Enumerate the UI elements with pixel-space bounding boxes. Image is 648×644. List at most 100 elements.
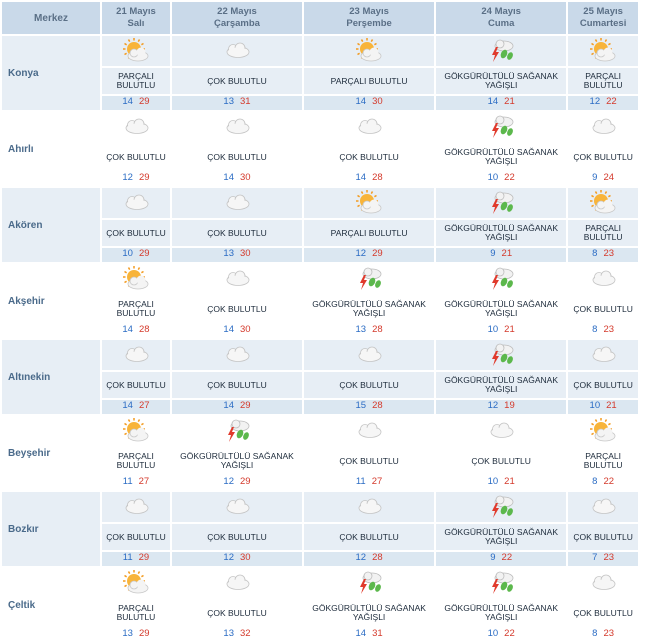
temperature-range: 14 31 [304, 628, 435, 642]
weather-description: GÖKGÜRÜLTÜLÜ SAĞANAK YAĞIŞLI [444, 147, 558, 166]
city-name[interactable]: Konya [2, 36, 100, 110]
min-temperature: 8 [592, 628, 598, 639]
partly-cloudy-icon [102, 568, 170, 598]
weather-description: ÇOK BULUTLU [102, 372, 170, 398]
min-temperature: 12 [122, 172, 133, 183]
max-temperature: 22 [603, 476, 615, 487]
city-row: Akören [2, 188, 638, 262]
weather-description: ÇOK BULUTLU [573, 151, 633, 162]
min-temperature: 12 [487, 400, 499, 411]
cloudy-icon [171, 340, 303, 370]
cloudy-icon [568, 264, 638, 294]
city-name[interactable]: Altınekin [2, 340, 100, 414]
min-temperature: 14 [487, 96, 499, 107]
min-temperature: 11 [122, 552, 133, 563]
weather-description: PARÇALI BULUTLU [116, 603, 156, 622]
temperature-range: 12 29 [102, 172, 170, 186]
max-temperature: 29 [239, 476, 251, 487]
min-temperature: 10 [487, 628, 499, 639]
weather-description: ÇOK BULUTLU [339, 151, 399, 162]
thunderstorm-icon [436, 188, 567, 218]
max-temperature: 21 [606, 400, 617, 411]
weather-description: PARÇALI BULUTLU [583, 451, 623, 470]
min-temperature: 14 [355, 172, 367, 183]
temperature-range: 10 29 [102, 248, 170, 262]
max-temperature: 30 [372, 96, 383, 107]
min-temperature: 13 [122, 628, 133, 639]
weather-description: GÖKGÜRÜLTÜLÜ SAĞANAK YAĞIŞLI [180, 451, 294, 470]
temperature-range: 8 23 [568, 324, 638, 338]
max-temperature: 29 [138, 552, 150, 563]
partly-cloudy-icon [568, 188, 638, 218]
min-temperature: 13 [223, 628, 234, 639]
temperature-range: 14 30 [304, 96, 435, 110]
weather-description: PARÇALI BULUTLU [116, 299, 156, 318]
max-temperature: 30 [239, 552, 251, 563]
city-name[interactable]: Ahırlı [8, 143, 34, 155]
temperature-range: 13 31 [171, 96, 303, 110]
min-temperature: 10 [487, 172, 499, 183]
day-header: 22 Mayıs Çarşamba [171, 2, 303, 34]
day-header: 23 Mayıs Perşembe [304, 2, 435, 34]
temperature-range: 13 30 [171, 248, 303, 262]
temperature-range: 15 28 [304, 400, 435, 414]
max-temperature: 31 [239, 96, 251, 107]
weather-description: ÇOK BULUTLU [171, 220, 303, 246]
min-temperature: 13 [223, 248, 234, 259]
temperature-row: 12 29 14 30 14 28 10 22 9 24 [2, 172, 638, 186]
min-temperature: 14 [122, 324, 133, 335]
city-name[interactable]: Akören [2, 188, 100, 262]
thunderstorm-icon [436, 340, 567, 370]
temperature-range: 12 22 [568, 96, 638, 110]
city-name[interactable]: Beyşehir [8, 447, 51, 459]
min-temperature: 8 [592, 476, 598, 487]
min-temperature: 14 [223, 400, 234, 411]
temperature-range: 14 30 [171, 172, 303, 186]
max-temperature: 22 [504, 628, 515, 639]
weather-description: ÇOK BULUTLU [171, 524, 303, 550]
thunderstorm-icon [436, 112, 566, 142]
forecast-body: Konya PARÇALI BULUTLU ÇOK BULUTLU PARÇALI B… [2, 36, 638, 642]
city-name[interactable]: Bozkır [2, 492, 100, 566]
max-temperature: 21 [504, 96, 515, 107]
weather-description: ÇOK BULUTLU [339, 455, 399, 466]
temperature-range: 14 30 [171, 324, 303, 338]
weather-description: PARÇALI BULUTLU [116, 451, 156, 470]
cloudy-icon [304, 112, 434, 142]
weather-description: ÇOK BULUTLU [573, 303, 633, 314]
city-name[interactable]: Çeltik [8, 599, 36, 611]
min-temperature: 9 [592, 172, 598, 183]
city-name[interactable]: Akşehir [8, 295, 45, 307]
weather-description: GÖKGÜRÜLTÜLÜ SAĞANAK YAĞIŞLI [312, 299, 426, 318]
max-temperature: 21 [504, 476, 515, 487]
partly-cloudy-icon [102, 264, 170, 294]
temperature-row: 10 29 13 30 12 29 9 21 8 23 [2, 248, 638, 262]
partly-cloudy-icon [568, 36, 638, 66]
city-row: Beyşehir [2, 416, 638, 459]
max-temperature: 23 [603, 248, 615, 259]
temperature-range: 11 27 [102, 476, 170, 490]
max-temperature: 24 [603, 172, 615, 183]
weather-description: ÇOK BULUTLU [171, 372, 303, 398]
description-row: ÇOK BULUTLU ÇOK BULUTLU ÇOK BULUTLU GÖKGÜRÜ… [2, 524, 638, 550]
temperature-range: 8 23 [568, 628, 638, 642]
weather-description: GÖKGÜRÜLTÜLÜ SAĞANAK YAĞIŞLI [444, 603, 558, 622]
weather-description: PARÇALI BULUTLU [304, 220, 435, 246]
min-temperature: 11 [355, 476, 366, 487]
day-date: 25 Mayıs [583, 6, 623, 17]
weather-description: GÖKGÜRÜLTÜLÜ SAĞANAK YAĞIŞLI [312, 603, 426, 622]
city-row: Ahırlı [2, 112, 638, 155]
temperature-row: 14 29 13 31 14 30 14 21 12 22 [2, 96, 638, 110]
temperature-range: 8 22 [568, 476, 638, 490]
max-temperature: 22 [606, 96, 617, 107]
forecast-table-wrapper: Merkez 21 Mayıs Salı 22 Mayıs Çarşamba 23 … [2, 2, 638, 639]
max-temperature: 28 [372, 172, 383, 183]
header-row: Merkez 21 Mayıs Salı 22 Mayıs Çarşamba 23 … [2, 2, 638, 34]
min-temperature: 12 [355, 248, 367, 259]
min-temperature: 13 [355, 324, 367, 335]
cloudy-icon [102, 492, 170, 522]
description-row: PARÇALI BULUTLU GÖKGÜRÜLTÜLÜ SAĞANAK YAĞI… [2, 448, 638, 474]
min-temperature: 9 [490, 248, 496, 259]
temperature-range: 12 28 [304, 552, 435, 566]
day-date: 23 Mayıs [349, 6, 389, 17]
